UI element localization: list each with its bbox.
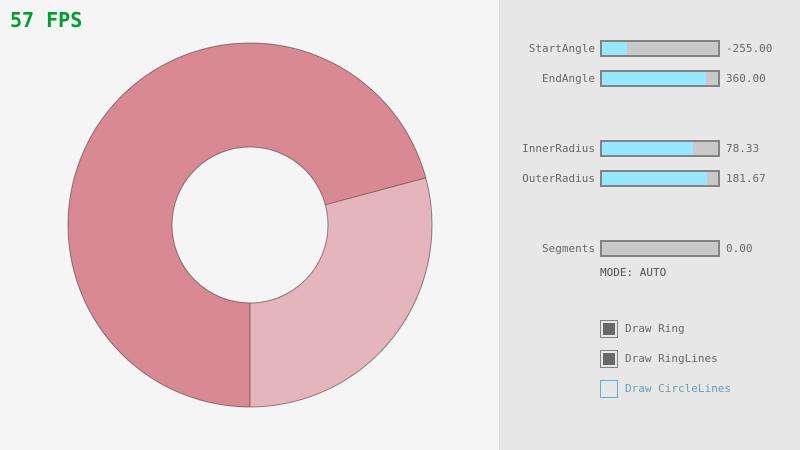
ring-sector xyxy=(250,177,433,408)
outer-radius-slider-fill xyxy=(602,172,708,185)
start-angle-value: -255.00 xyxy=(726,42,773,55)
outer-radius-label: OuterRadius xyxy=(522,172,595,185)
inner-radius-label: InnerRadius xyxy=(522,142,595,155)
checkbox-check-mark xyxy=(603,353,615,365)
outer-radius-slider[interactable] xyxy=(600,170,720,187)
ring-outer-line xyxy=(67,42,433,408)
inner-radius-slider[interactable] xyxy=(600,140,720,157)
segments-label: Segments xyxy=(542,242,595,255)
ring-start-angle-line xyxy=(325,177,426,206)
fps-counter: 57 FPS xyxy=(10,8,83,32)
segments-slider[interactable] xyxy=(600,240,720,257)
end-angle-label: EndAngle xyxy=(542,72,595,85)
start-angle-label: StartAngle xyxy=(528,42,595,55)
end-angle-slider[interactable] xyxy=(600,70,720,87)
ring-inner-line xyxy=(171,146,329,304)
draw-ring-label: Draw Ring xyxy=(625,322,685,335)
draw-circlelines-checkbox[interactable] xyxy=(600,380,618,398)
draw-circlelines-label: Draw CircleLines xyxy=(625,382,731,395)
checkbox-check-mark xyxy=(603,383,615,395)
draw-ringlines-label: Draw RingLines xyxy=(625,352,718,365)
checkbox-check-mark xyxy=(603,323,615,335)
end-angle-value: 360.00 xyxy=(726,72,766,85)
outer-radius-value: 181.67 xyxy=(726,172,766,185)
segments-value: 0.00 xyxy=(726,242,753,255)
ring-base xyxy=(68,43,432,407)
start-angle-slider[interactable] xyxy=(600,40,720,57)
inner-radius-slider-fill xyxy=(602,142,693,155)
end-angle-slider-fill xyxy=(602,72,707,85)
inner-radius-value: 78.33 xyxy=(726,142,760,155)
segments-mode-status: MODE: AUTO xyxy=(600,266,667,279)
start-angle-slider-fill xyxy=(602,42,628,55)
draw-ring-checkbox[interactable] xyxy=(600,320,618,338)
draw-ringlines-checkbox[interactable] xyxy=(600,350,618,368)
